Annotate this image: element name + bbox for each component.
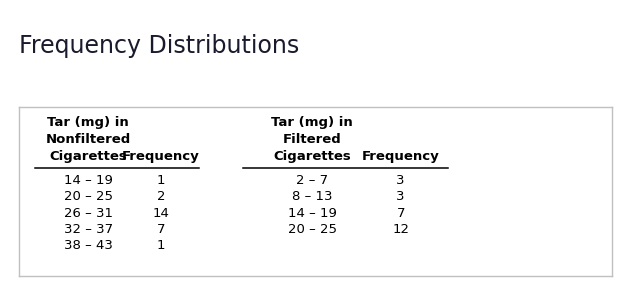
Text: Frequency: Frequency [362, 150, 440, 163]
Text: 26 – 31: 26 – 31 [64, 207, 113, 220]
Text: 2 – 7: 2 – 7 [297, 174, 328, 187]
Text: 14 – 19: 14 – 19 [64, 174, 113, 187]
Text: Nonfiltered: Nonfiltered [45, 133, 131, 146]
Text: Filtered: Filtered [283, 133, 342, 146]
Text: 38 – 43: 38 – 43 [64, 239, 113, 252]
Text: 20 – 25: 20 – 25 [64, 190, 113, 203]
Text: Tar (mg) in: Tar (mg) in [271, 116, 353, 129]
Text: Cigarettes: Cigarettes [49, 150, 127, 163]
Text: 14 – 19: 14 – 19 [288, 207, 337, 220]
Text: 14: 14 [153, 207, 169, 220]
Text: Frequency: Frequency [122, 150, 200, 163]
Text: 1: 1 [156, 239, 165, 252]
Text: Frequency Distributions: Frequency Distributions [19, 34, 299, 58]
Text: Cigarettes: Cigarettes [273, 150, 351, 163]
Text: 1: 1 [156, 174, 165, 187]
Text: 7: 7 [156, 223, 165, 236]
Text: Tar (mg) in: Tar (mg) in [47, 116, 129, 129]
Text: 32 – 37: 32 – 37 [64, 223, 113, 236]
Text: 12: 12 [392, 223, 409, 236]
Text: 20 – 25: 20 – 25 [288, 223, 337, 236]
Text: 3: 3 [396, 174, 405, 187]
Text: 2: 2 [156, 190, 165, 203]
Text: 7: 7 [396, 207, 405, 220]
Text: 8 – 13: 8 – 13 [292, 190, 333, 203]
Text: 3: 3 [396, 190, 405, 203]
